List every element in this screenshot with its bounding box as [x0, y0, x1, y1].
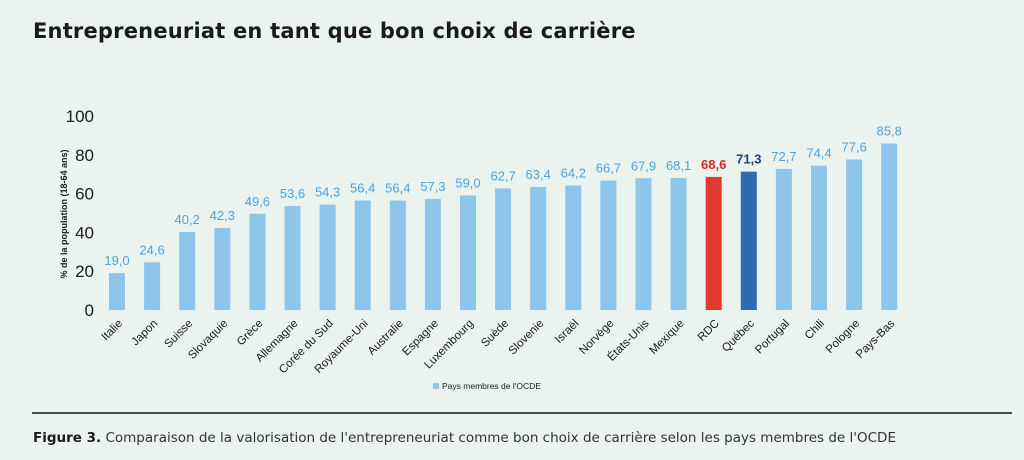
data-label: 66,7 [596, 161, 621, 176]
bar-norv-ge [600, 180, 617, 310]
data-label: 77,6 [841, 139, 866, 154]
y-tick-label: 60 [75, 185, 94, 204]
chart-title: Entrepreneuriat en tant que bon choix de… [33, 19, 636, 43]
x-tick-label: Grèce [235, 318, 266, 349]
y-tick-label: 0 [85, 301, 94, 320]
data-label: 53,6 [280, 186, 305, 201]
data-label: 71,3 [736, 152, 761, 167]
x-tick-label: Slovenie [507, 318, 547, 358]
data-label: 24,6 [139, 242, 164, 257]
data-label: 42,3 [210, 208, 235, 223]
data-label: 68,6 [701, 157, 726, 172]
legend-label: Pays membres de l'OCDE [442, 381, 541, 391]
y-tick-label: 20 [75, 262, 94, 281]
caption-text: Comparaison de la valorisation de l'entr… [101, 430, 896, 446]
bar-chart: 0 20 40 60 80 100 % de la population (18-64 an… [59, 107, 902, 391]
data-label: 64,2 [561, 165, 586, 180]
data-label: 57,3 [420, 179, 445, 194]
data-label: 40,2 [175, 212, 200, 227]
y-tick-label: 80 [75, 146, 94, 165]
data-label: 59,0 [455, 176, 480, 191]
data-label: 19,0 [104, 253, 129, 268]
bar-suisse [179, 232, 196, 310]
bar-gr-ce [249, 213, 266, 310]
bar-luxembourg [460, 195, 476, 310]
data-label: 67,9 [631, 158, 656, 173]
x-tick-label: Chili [803, 318, 827, 342]
data-label: 85,8 [877, 124, 902, 139]
bar-australie [389, 200, 406, 310]
bar-mexique [670, 177, 687, 310]
x-tick-label: Israël [553, 318, 581, 346]
x-tick-label: Mexique [647, 318, 686, 357]
data-label: 68,1 [666, 158, 691, 173]
bar-isra-l [565, 185, 582, 310]
bar-allemagne [284, 206, 301, 310]
figure-caption: Figure 3. Comparaison de la valorisation… [33, 430, 896, 446]
bar-pays-bas [881, 143, 898, 310]
y-tick-label: 100 [66, 107, 94, 126]
data-label: 74,4 [806, 146, 831, 161]
bar-qu-bec [740, 171, 757, 310]
bar-pologne [846, 159, 863, 310]
bar-slovaquie [214, 227, 231, 310]
bar-cor-e-du-sud [319, 204, 336, 310]
data-label: 49,6 [245, 194, 270, 209]
bar-portugal [775, 168, 792, 310]
caption-label: Figure 3. [33, 430, 102, 446]
bar-chili [811, 165, 827, 310]
x-tick-label: Japon [130, 318, 161, 349]
y-tick-label: 40 [75, 223, 94, 242]
bar-italie [109, 273, 125, 310]
bar-slovenie [530, 187, 547, 310]
data-label: 56,4 [385, 181, 410, 196]
bar--tats-unis [635, 178, 652, 310]
caption-divider [32, 412, 1012, 414]
bar-royaume-uni [354, 200, 371, 310]
x-tick-label: Québec [720, 317, 757, 354]
data-label: 63,4 [526, 167, 551, 182]
x-tick-label: Australie [366, 318, 406, 358]
legend-swatch [433, 383, 439, 389]
data-label: 72,7 [771, 149, 796, 164]
bar-rdc [705, 176, 722, 310]
data-label: 54,3 [315, 185, 340, 200]
bar-japon [144, 262, 161, 310]
bar-su-de [495, 188, 512, 310]
x-tick-label: Italie [99, 318, 125, 344]
x-tick-label: Pays-Bas [854, 317, 897, 360]
y-axis-label: % de la population (18-64 ans) [59, 149, 69, 278]
x-tick-label: RDC [696, 318, 722, 344]
x-tick-label: Suisse [162, 318, 195, 351]
bar-espagne [424, 198, 441, 310]
x-tick-label: Suède [479, 318, 511, 350]
data-label: 56,4 [350, 181, 375, 196]
data-label: 62,7 [490, 168, 515, 183]
x-tick-label: Portugal [753, 318, 792, 357]
